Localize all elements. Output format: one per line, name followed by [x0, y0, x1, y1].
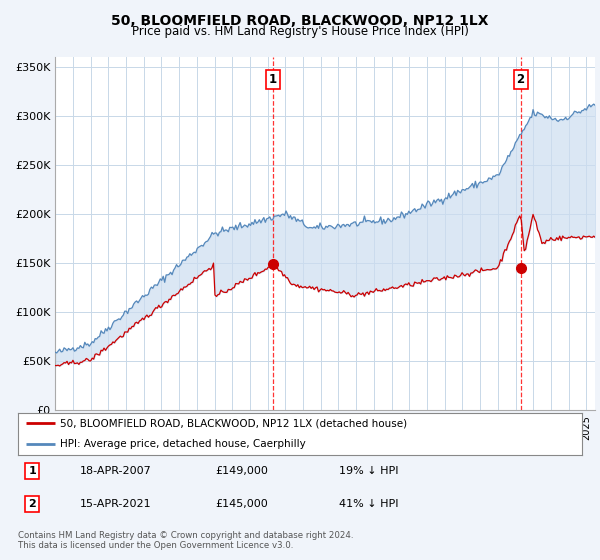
- Text: £145,000: £145,000: [215, 499, 268, 509]
- Text: 15-APR-2021: 15-APR-2021: [80, 499, 152, 509]
- Text: 18-APR-2007: 18-APR-2007: [80, 466, 152, 476]
- Text: 41% ↓ HPI: 41% ↓ HPI: [340, 499, 399, 509]
- Text: £149,000: £149,000: [215, 466, 268, 476]
- Text: 2: 2: [28, 499, 36, 509]
- Text: Contains HM Land Registry data © Crown copyright and database right 2024.
This d: Contains HM Land Registry data © Crown c…: [18, 531, 353, 550]
- Text: 50, BLOOMFIELD ROAD, BLACKWOOD, NP12 1LX (detached house): 50, BLOOMFIELD ROAD, BLACKWOOD, NP12 1LX…: [60, 418, 407, 428]
- Text: 1: 1: [28, 466, 36, 476]
- Text: Price paid vs. HM Land Registry's House Price Index (HPI): Price paid vs. HM Land Registry's House …: [131, 25, 469, 38]
- Text: 19% ↓ HPI: 19% ↓ HPI: [340, 466, 399, 476]
- Text: 50, BLOOMFIELD ROAD, BLACKWOOD, NP12 1LX: 50, BLOOMFIELD ROAD, BLACKWOOD, NP12 1LX: [111, 14, 489, 28]
- Text: 1: 1: [269, 73, 277, 86]
- Text: HPI: Average price, detached house, Caerphilly: HPI: Average price, detached house, Caer…: [60, 439, 306, 449]
- Text: 2: 2: [517, 73, 525, 86]
